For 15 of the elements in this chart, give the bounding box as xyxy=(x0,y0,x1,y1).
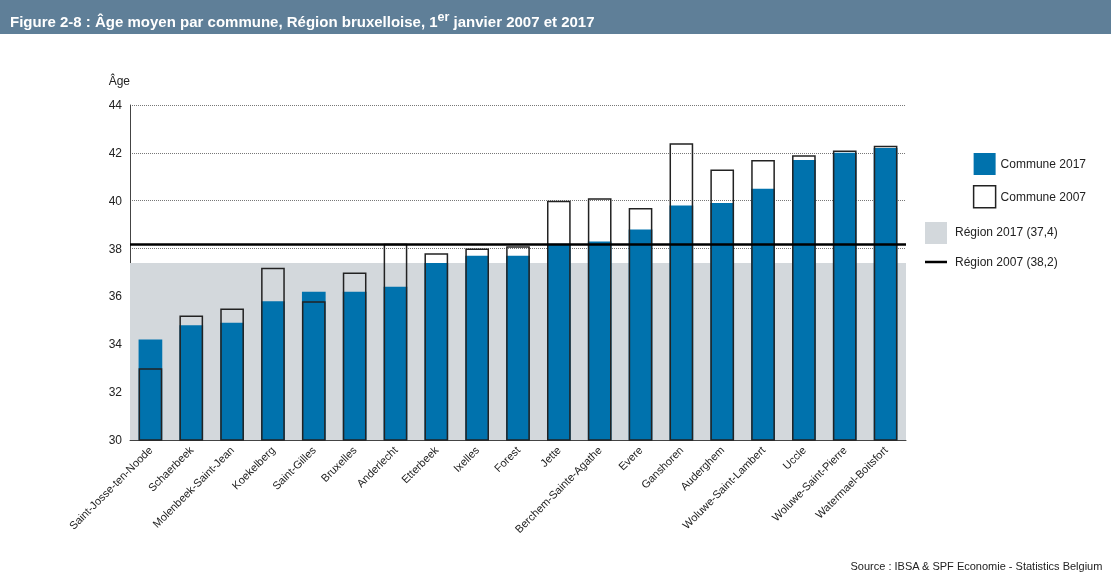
y-tick-label: 30 xyxy=(108,433,123,447)
y-tick-label: 42 xyxy=(108,145,123,160)
legend-label: Région 2017 (37,4) xyxy=(955,225,1058,239)
y-tick-label: 38 xyxy=(108,241,123,256)
y-tick-label: 36 xyxy=(108,289,123,304)
legend-label: Commune 2007 xyxy=(1000,189,1087,204)
legend-label: Commune 2017 xyxy=(1000,157,1087,171)
y-tick-label: 40 xyxy=(108,193,123,208)
y-tick-label: 32 xyxy=(108,385,123,400)
chart-title: Figure 2-8 : Âge moyen par commune, Région bruxelloise, 1$^{er}$ janvier 2007 et 2017 xyxy=(0,0,1111,34)
y-axis-title: Âge xyxy=(108,73,131,88)
y-tick-label: 34 xyxy=(108,337,123,352)
source-note: Source : IBSA & SPF Economie - Statistics Belgium xyxy=(850,559,1103,572)
legend-label: Région 2007 (38,2) xyxy=(955,255,1058,269)
y-tick-label: 44 xyxy=(108,98,123,112)
